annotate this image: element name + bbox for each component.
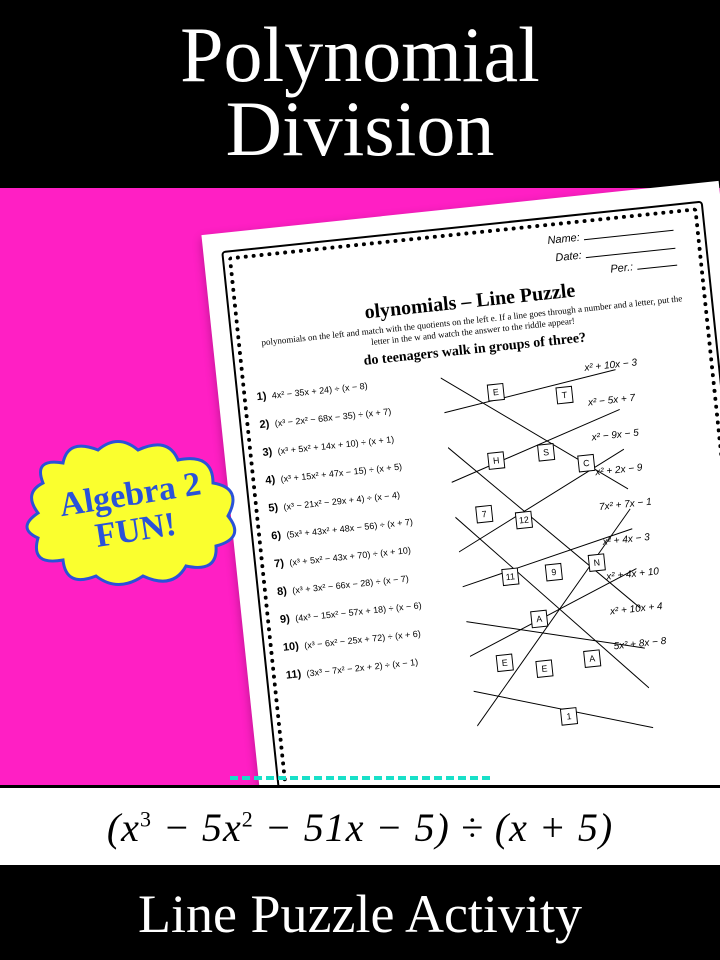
problem-row: 10) (x³ − 6x² − 25x + 72) ÷ (x + 6) bbox=[282, 622, 481, 655]
equation-banner: (x3 − 5x2 − 51x − 5) ÷ (x + 5) bbox=[0, 785, 720, 868]
problem-row: 5) (x³ − 21x² − 29x + 4) ÷ (x − 4) bbox=[268, 482, 467, 515]
svg-text:S: S bbox=[543, 447, 550, 458]
problem-row: 4) (x³ + 15x² + 47x − 15) ÷ (x + 5) bbox=[265, 455, 464, 488]
svg-text:E: E bbox=[493, 387, 500, 398]
problem-row: 7) (x³ + 5x² − 43x + 70) ÷ (x + 10) bbox=[274, 538, 473, 571]
problem-row: 2) (x³ − 2x² − 68x − 35) ÷ (x + 7) bbox=[259, 399, 458, 432]
svg-text:11: 11 bbox=[506, 572, 516, 583]
bottom-banner: Line Puzzle Activity bbox=[0, 868, 720, 960]
worksheet-body: 1) 4x² − 35x + 24) ÷ (x − 8)2) (x³ − 2x²… bbox=[248, 341, 720, 807]
answer-row: x² + 4x − 3 bbox=[602, 525, 718, 548]
date-label: Date: bbox=[555, 249, 582, 264]
svg-text:E: E bbox=[541, 664, 548, 675]
per-label: Per.: bbox=[610, 262, 634, 276]
problem-row: 8) (x³ + 3x² − 66x − 28) ÷ (x − 7) bbox=[277, 566, 476, 599]
answer-row: x² + 10x + 4 bbox=[610, 595, 720, 618]
bottom-banner-text: Line Puzzle Activity bbox=[138, 884, 582, 944]
svg-text:E: E bbox=[502, 658, 509, 669]
algebra-burst-badge: Algebra 2 FUN! bbox=[18, 438, 248, 588]
title-line-1: Polynomial bbox=[0, 18, 720, 92]
answer-row: x² + 4x + 10 bbox=[606, 560, 720, 583]
answer-row: x² + 2x − 9 bbox=[595, 456, 711, 479]
answer-row: x² − 9x − 5 bbox=[591, 421, 707, 444]
worksheet-border: Name: Date: Per.: olynomials – Line Puzz… bbox=[221, 201, 720, 852]
problem-row: 9) (4x³ − 15x² − 57x + 18) ÷ (x − 6) bbox=[279, 594, 478, 627]
dash-accent bbox=[230, 776, 490, 780]
problem-row: 11) (3x³ − 7x² − 2x + 2) ÷ (x − 1) bbox=[285, 650, 484, 683]
svg-text:H: H bbox=[493, 456, 500, 467]
worksheet-area: Name: Date: Per.: olynomials – Line Puzz… bbox=[0, 188, 720, 718]
worksheet-page: Name: Date: Per.: olynomials – Line Puzz… bbox=[201, 181, 720, 872]
svg-text:N: N bbox=[593, 558, 600, 569]
answer-row: x² − 5x + 7 bbox=[588, 386, 704, 409]
answer-row: 5x² + 8x − 8 bbox=[613, 630, 720, 653]
name-label: Name: bbox=[547, 232, 580, 247]
answer-row: 7x² + 7x − 1 bbox=[599, 491, 715, 514]
svg-text:A: A bbox=[589, 654, 596, 665]
title-line-2: Division bbox=[0, 92, 720, 166]
problem-row: 6) (5x³ + 43x² + 48x − 56) ÷ (x + 7) bbox=[271, 510, 470, 543]
svg-text:A: A bbox=[536, 614, 543, 625]
svg-text:12: 12 bbox=[519, 515, 530, 526]
problem-row: 3) (x³ + 5x² + 14x + 10) ÷ (x + 1) bbox=[262, 427, 461, 460]
top-title-banner: Polynomial Division bbox=[0, 0, 720, 188]
